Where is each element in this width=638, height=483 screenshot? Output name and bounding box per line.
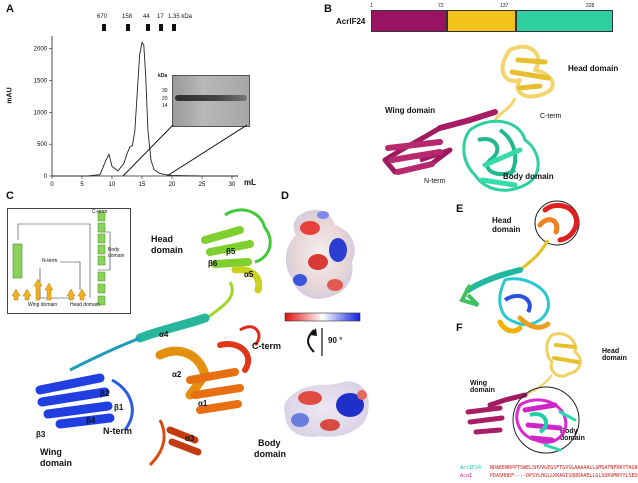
c-wing: Wing (40, 447, 62, 457)
y-tick-label: 0 (44, 174, 48, 180)
b-head-domain: Head domain (568, 64, 619, 73)
marker-158: 158 (122, 14, 133, 20)
sec-chromatogram: 0 5 10 15 20 25 30 0 500 1000 1500 2000 (34, 36, 238, 188)
b-cterm: C-term (540, 113, 562, 120)
f-head-domain: Head domain (602, 348, 627, 362)
x-tick-label: 15 (139, 182, 146, 188)
domain-segment-2 (446, 10, 516, 32)
c-alpha-5: α5 (244, 270, 254, 279)
x-tick-label: 0 (50, 182, 54, 188)
topo-wing: Wing domain (28, 302, 58, 308)
c-alpha-2: α2 (172, 370, 182, 379)
x-axis-label: mL (244, 178, 256, 187)
panel-e-label: E (456, 203, 464, 215)
gel-unit: kDa (158, 73, 168, 79)
x-tick-label: 25 (199, 182, 206, 188)
seq2-residues: PDASHHDF----DPSYLHGLLKKAGISQRRAAELLGLSDR… (490, 473, 638, 479)
c-head-domain: domain (151, 245, 184, 255)
b-nterm: N-term (424, 178, 446, 185)
c-beta-6: β6 (208, 259, 218, 268)
alignment-row-1: AcrIF24 NDAEEWRPPTSWELSHVVGEGSFTGVSGAAAAA… (460, 465, 638, 471)
gel-band (175, 95, 247, 101)
marker-tick-158 (126, 24, 130, 31)
panel-b-label: B (324, 3, 332, 15)
y-tick-label: 1500 (34, 79, 48, 85)
rotation-label: 90 ° (328, 336, 343, 345)
domain-segment-1 (371, 10, 447, 32)
c-alpha-3: α3 (185, 434, 195, 443)
c-alpha-1: α1 (198, 399, 208, 408)
residue-228: 228 (586, 3, 595, 9)
c-wing-domain: domain (40, 458, 73, 468)
x-tick-label: 20 (169, 182, 176, 188)
panel-a-label: A (6, 3, 14, 15)
gel-ladder-14: 14 (162, 103, 168, 109)
alignment-row-2: Aca1 PDASHHDF----DPSYLHGLLKKAGISQRRAAELLG… (460, 473, 638, 479)
b-body-domain: Body domain (503, 172, 554, 181)
y-tick-label: 2000 (34, 47, 48, 53)
c-nterm: N-term (103, 426, 133, 436)
topo-body: Body domain (108, 247, 125, 259)
marker-tick-17 (159, 24, 163, 31)
x-tick-label: 5 (80, 182, 84, 188)
topo-head: Head domain (70, 302, 100, 308)
panel-d-label: D (281, 190, 289, 202)
x-tick-label: 10 (109, 182, 116, 188)
marker-1-35-kda: 1.35 kDa (168, 14, 193, 20)
b-wing-domain: Wing domain (385, 106, 436, 115)
c-beta-2: β2 (100, 389, 110, 398)
gel-inset (172, 75, 250, 127)
c-cterm: C-term (252, 341, 282, 351)
domain-bar (371, 0, 613, 40)
panel-f-label: F (456, 322, 463, 334)
topo-nterm: N-term (42, 258, 58, 264)
c-beta-4: β4 (86, 416, 96, 425)
domain-segment-3 (515, 10, 613, 32)
residue-137: 137 (500, 3, 509, 9)
marker-tick-1-35 (172, 24, 176, 31)
marker-17: 17 (157, 14, 164, 20)
c-body-domain: domain (254, 449, 287, 459)
potential-scale-bar (284, 312, 361, 322)
c-body: Body (258, 438, 281, 448)
gel-ladder-30: 30 (162, 88, 168, 94)
marker-44: 44 (143, 14, 150, 20)
panel-c-label: C (6, 190, 14, 202)
topo-cterm: C-term (92, 209, 108, 215)
seq1-residues: NDAEEWRPPTSWELSHVVGEGSFTGVSGAAAAALLGMSAT… (490, 465, 638, 471)
f-body-domain: Body domain (560, 428, 585, 442)
marker-tick-670 (102, 24, 106, 31)
seq2-name: Aca1 (460, 473, 473, 479)
gel-ladder-20: 20 (162, 96, 168, 102)
marker-670: 670 (97, 14, 108, 20)
c-beta-3: β3 (36, 430, 46, 439)
y-tick-label: 1000 (34, 110, 48, 116)
c-alpha-4: α4 (159, 330, 169, 339)
x-tick-label: 30 (229, 182, 236, 188)
c-beta-1: β1 (114, 403, 124, 412)
seq1-name: AcrIF24 (460, 465, 482, 471)
e-head-domain: Head domain (492, 216, 521, 234)
marker-tick-44 (146, 24, 150, 31)
chromatogram-trace (52, 41, 238, 177)
residue-72: 72 (438, 3, 444, 9)
f-wing-domain: Wing domain (470, 380, 495, 394)
residue-1: 1 (370, 3, 373, 9)
y-tick-label: 500 (37, 142, 48, 148)
c-head: Head (151, 234, 174, 244)
c-beta-5: β5 (226, 247, 236, 256)
protein-name: AcrIF24 (336, 17, 366, 26)
